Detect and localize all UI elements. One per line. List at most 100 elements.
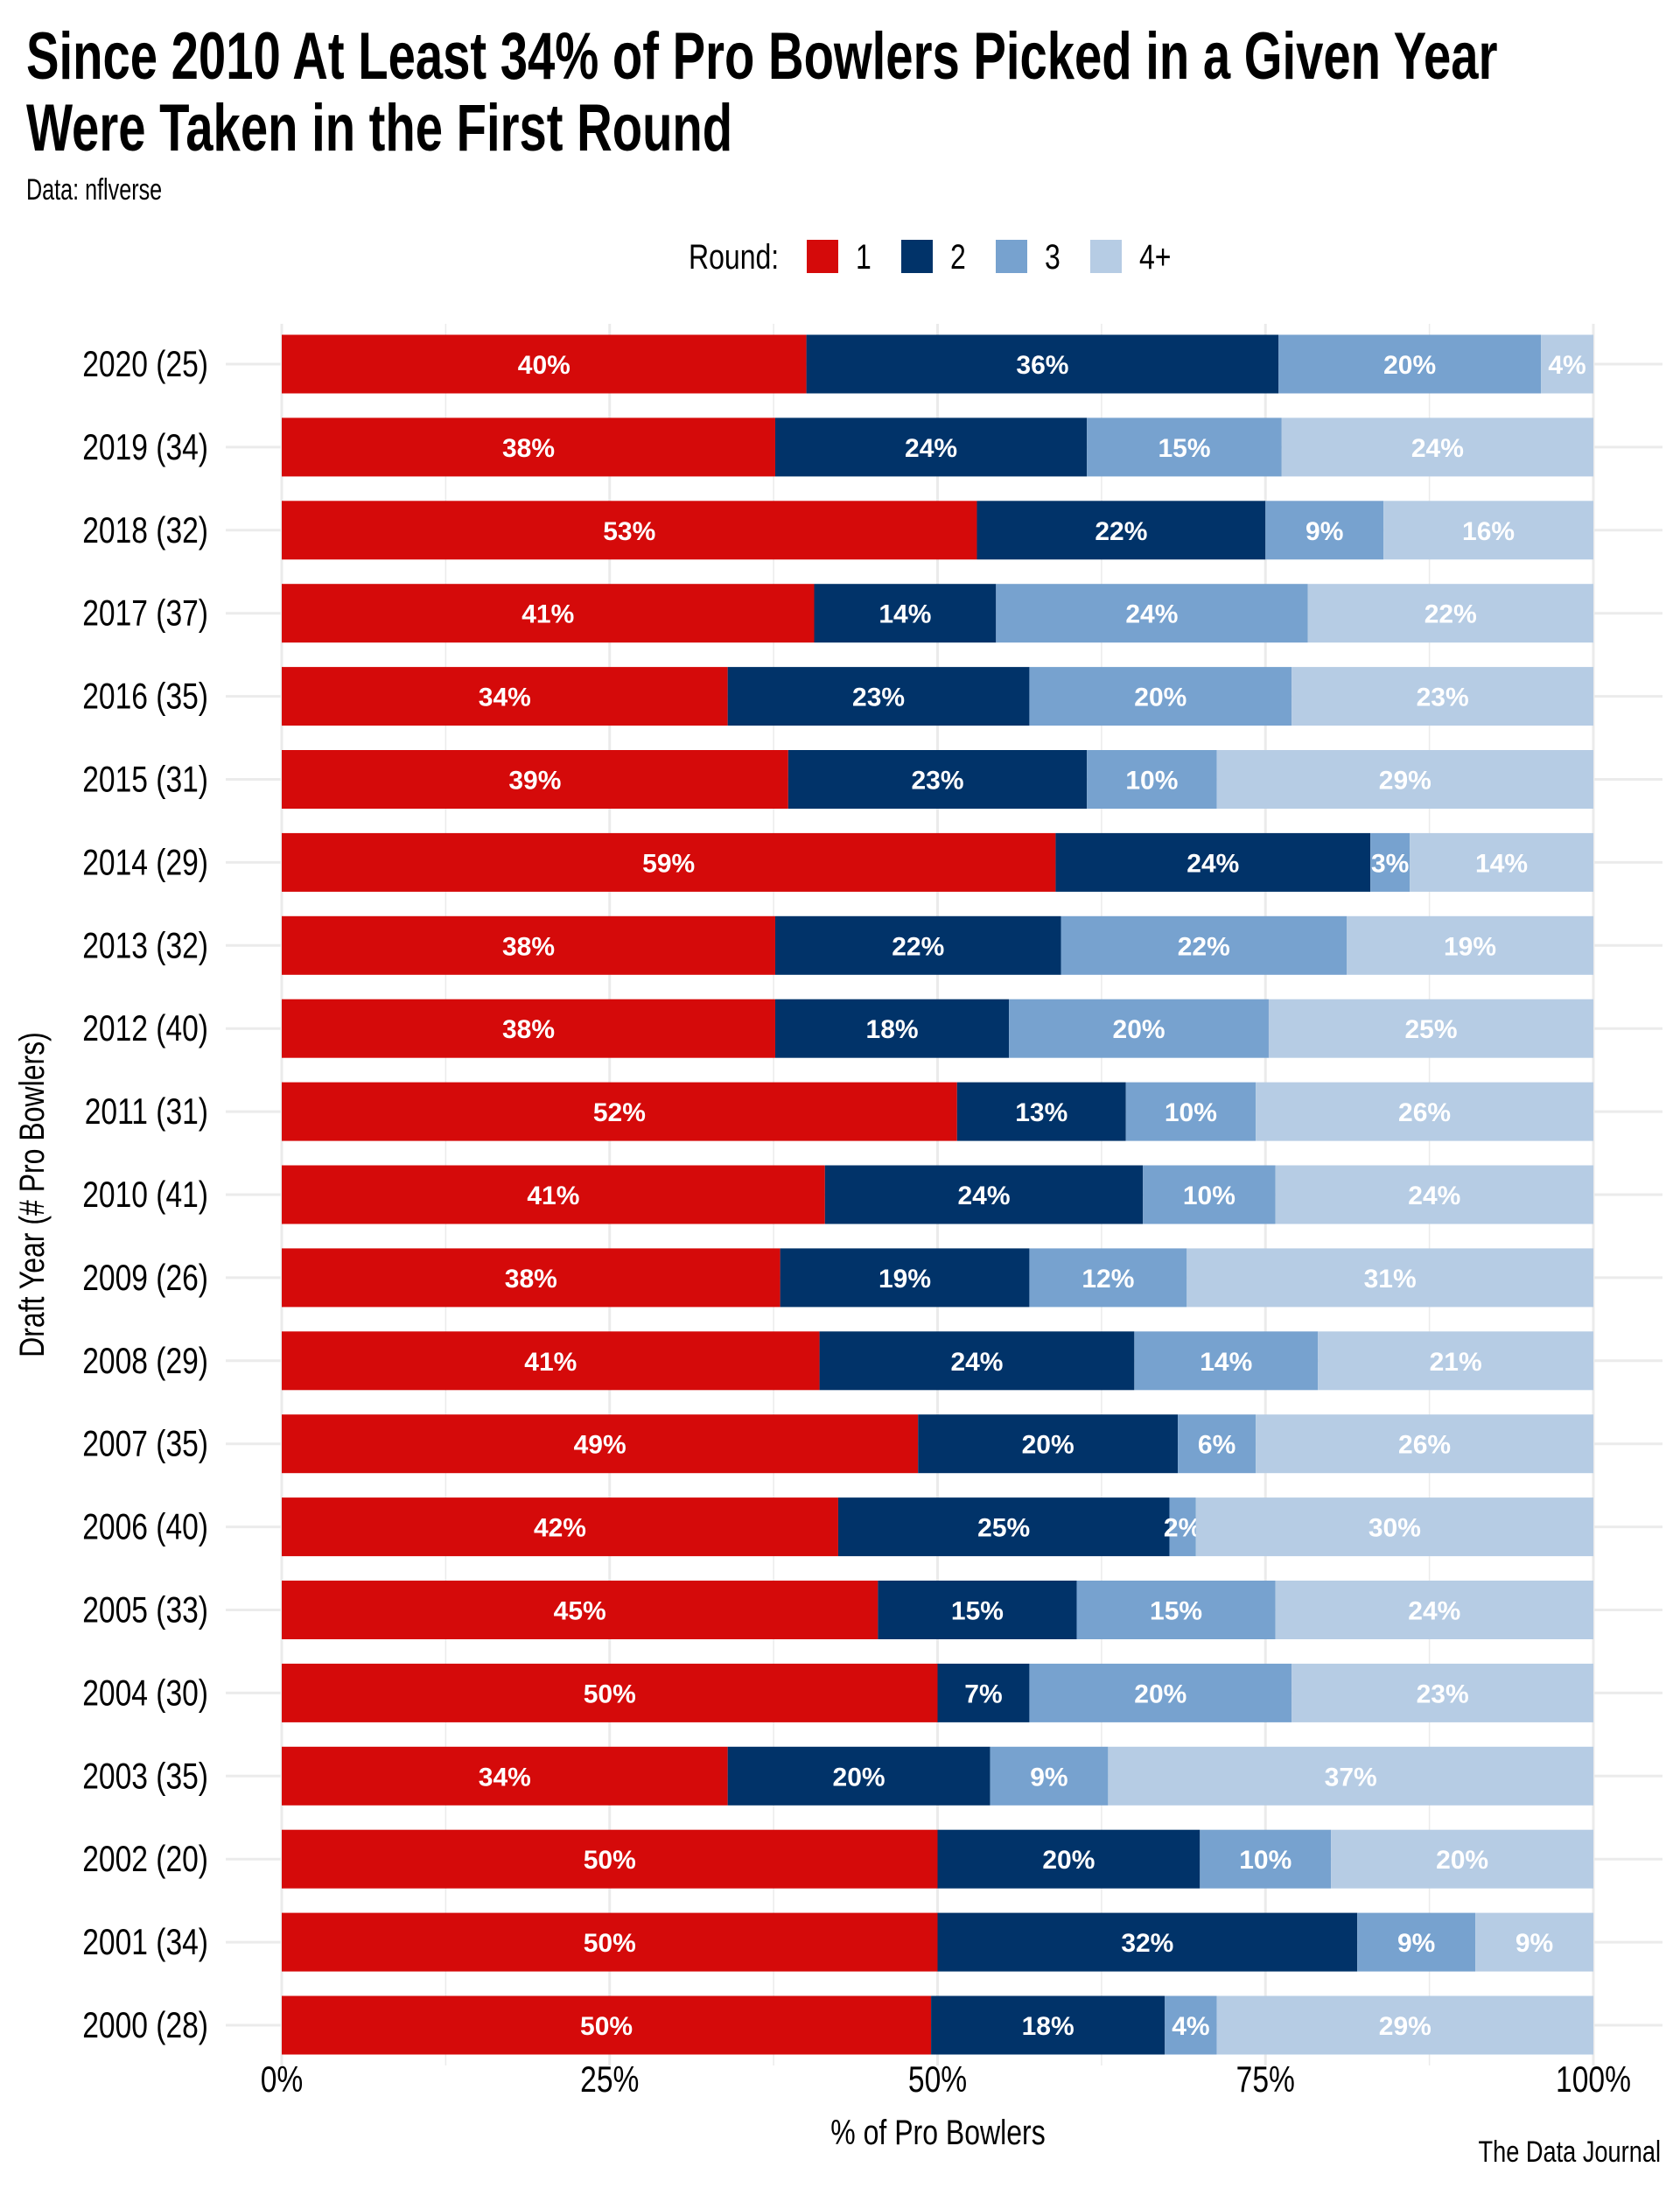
bar-segment-round-2 — [956, 1082, 1126, 1141]
bar-segment-round-1 — [282, 1995, 932, 2055]
bar-segment-round-3 — [1169, 1497, 1196, 1557]
data-label: 38% — [502, 434, 555, 463]
data-label: 20% — [1134, 1680, 1186, 1708]
data-label: 23% — [852, 684, 905, 712]
y-tick-label: 2018 (32) — [82, 510, 208, 551]
y-tick-label: 2010 (41) — [82, 1175, 208, 1216]
data-label: 20% — [1134, 684, 1186, 712]
data-label: 32% — [1121, 1929, 1173, 1958]
title: Since 2010 At Least 34% of Pro Bowlers P… — [26, 19, 1497, 165]
bar-segment-round-1 — [282, 584, 815, 643]
data-label: 50% — [584, 1846, 636, 1875]
bar-segment-round-1 — [282, 1663, 938, 1722]
y-tick-label: 2002 (20) — [82, 1840, 208, 1880]
bar-segment-round-2 — [918, 1414, 1179, 1474]
data-label: 40% — [518, 351, 570, 380]
data-label: 23% — [1417, 1680, 1469, 1708]
y-tick-label: 2009 (26) — [82, 1258, 208, 1298]
data-label: 14% — [1200, 1348, 1252, 1377]
x-axis-title: % of Pro Bowlers — [830, 2113, 1045, 2152]
data-label: 41% — [522, 600, 574, 629]
x-axis: 0% 25% 50% 75% 100% — [261, 2060, 1631, 2100]
data-label: 4% — [1172, 2012, 1209, 2041]
bar-segment-round-4+ — [1541, 334, 1593, 394]
y-tick-label: 2001 (34) — [82, 1923, 208, 1963]
data-label: 24% — [1186, 849, 1239, 878]
data-label: 3% — [1371, 849, 1409, 878]
bar-segment-round-3 — [1029, 667, 1292, 726]
bar-segment-round-3 — [1009, 999, 1269, 1058]
data-label: 23% — [911, 767, 963, 796]
bar-segment-round-2 — [780, 1248, 1030, 1308]
data-label: 52% — [593, 1098, 646, 1127]
bar-segment-round-2 — [788, 750, 1088, 809]
y-tick-label: 2008 (29) — [82, 1341, 208, 1381]
bar-segment-round-3 — [1265, 501, 1384, 560]
data-label: 41% — [524, 1348, 577, 1377]
y-tick-label: 2000 (28) — [82, 2006, 208, 2046]
bar-segment-round-4+ — [1318, 1331, 1593, 1391]
y-tick-label: 2013 (32) — [82, 926, 208, 966]
data-label: 49% — [574, 1431, 626, 1460]
data-label: 6% — [1198, 1431, 1236, 1460]
bar-segment-round-1 — [282, 999, 775, 1058]
data-label: 26% — [1398, 1098, 1451, 1127]
data-label: 14% — [1475, 849, 1528, 878]
bar-segment-round-1 — [282, 1829, 938, 1889]
bar-segment-round-4+ — [1292, 1663, 1593, 1722]
bar-segment-round-2 — [878, 1581, 1077, 1639]
bar-segment-round-3 — [1125, 1082, 1256, 1141]
bar-segment-round-4+ — [1281, 417, 1593, 477]
bar-segment-round-3 — [1060, 915, 1348, 975]
subtitle: Data: nflverse — [26, 173, 162, 207]
data-label: 19% — [878, 1265, 931, 1294]
data-label: 22% — [1178, 932, 1230, 961]
y-axis-title: Draft Year (# Pro Bowlers) — [12, 1032, 52, 1357]
y-tick-label: 2020 (25) — [82, 345, 208, 385]
y-tick-label: 2003 (35) — [82, 1757, 208, 1797]
data-label: 20% — [1042, 1846, 1095, 1875]
bar-segment-round-4+ — [1275, 1165, 1593, 1224]
legend-title: Round: — [689, 237, 779, 277]
bar-segment-round-1 — [282, 1331, 820, 1391]
legend-label: 3 — [1045, 237, 1060, 277]
bar-segment-round-3 — [1134, 1331, 1319, 1391]
bar-segment-round-3 — [1143, 1165, 1276, 1224]
bar-segment-round-3 — [996, 584, 1308, 643]
data-label: 2% — [1164, 1514, 1201, 1543]
legend-label: 4+ — [1139, 237, 1171, 277]
data-label: 34% — [479, 684, 531, 712]
data-label: 38% — [502, 1015, 555, 1044]
data-label: 36% — [1016, 351, 1068, 380]
data-label: 29% — [1379, 767, 1432, 796]
y-tick-label: 2006 (40) — [82, 1507, 208, 1547]
data-label: 25% — [977, 1514, 1030, 1543]
legend-label: 1 — [856, 237, 872, 277]
data-label: 4% — [1548, 351, 1586, 380]
y-axis: 2020 (25) 2019 (34) 2018 (32) 2017 (37) 2016… — [82, 345, 208, 2046]
legend-swatch-round-2 — [901, 240, 933, 273]
data-label: 12% — [1082, 1265, 1134, 1294]
bar-segment-round-2 — [937, 1912, 1358, 1972]
y-tick-label: 2011 (31) — [85, 1092, 208, 1133]
data-label: 24% — [957, 1182, 1010, 1210]
y-tick-label: 2014 (29) — [82, 843, 208, 883]
legend-label: 2 — [950, 237, 966, 277]
y-tick-label: 2004 (30) — [82, 1673, 208, 1714]
bar-segment-round-2 — [937, 1829, 1200, 1889]
bars: 40% 36% 20% 4% 38% 24% 15% 24% 53% 22% 9% 16% 41% 14%… — [282, 334, 1593, 2055]
bar-segment-round-4+ — [1383, 501, 1593, 560]
bar-segment-round-2 — [774, 915, 1061, 975]
bar-segment-round-3 — [1165, 1995, 1217, 2055]
data-label: 18% — [866, 1015, 919, 1044]
bar-segment-round-3 — [1076, 1581, 1276, 1639]
data-label: 50% — [584, 1929, 636, 1958]
bar-segment-round-2 — [727, 1746, 990, 1806]
bar-segment-round-2 — [837, 1497, 1170, 1557]
y-tick-label: 2017 (37) — [82, 593, 208, 634]
data-label: 59% — [642, 849, 695, 878]
y-tick-label: 2019 (34) — [82, 427, 208, 467]
x-tick-label: 0% — [261, 2060, 304, 2100]
bar-segment-round-4+ — [1268, 999, 1593, 1058]
